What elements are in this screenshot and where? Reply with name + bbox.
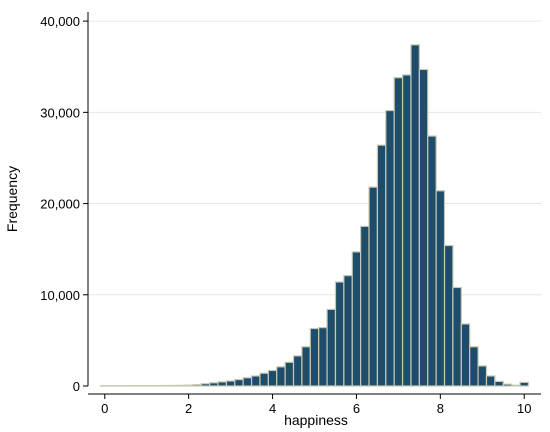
x-tick-label: 0: [101, 401, 108, 416]
histogram-bar: [502, 383, 513, 387]
histogram-bar: [217, 381, 228, 387]
histogram-bar: [183, 384, 194, 387]
histogram-bar: [477, 365, 488, 387]
histogram-bar: [242, 377, 253, 387]
histogram-bar: [410, 44, 420, 387]
histogram-bar: [485, 375, 496, 387]
x-tick-label: 10: [517, 401, 531, 416]
histogram-bar: [368, 186, 379, 387]
histogram-bar: [284, 361, 295, 387]
y-tick-label: 20,000: [40, 197, 80, 212]
histogram-bar: [276, 366, 286, 387]
histogram-bar: [326, 308, 337, 387]
histogram-bar: [318, 327, 328, 387]
x-tick-label: 8: [437, 401, 444, 416]
histogram-bar: [301, 346, 311, 387]
x-tick-label: 4: [269, 401, 276, 416]
histogram-bar: [192, 384, 202, 387]
y-tick-label: 0: [73, 379, 80, 394]
histogram-bar: [385, 109, 395, 387]
y-tick-label: 40,000: [40, 14, 80, 29]
histogram-bar: [401, 74, 412, 387]
histogram-bar: [360, 225, 370, 387]
histogram-bar: [334, 281, 345, 387]
histogram-bar: [209, 382, 219, 387]
histogram-bar: [494, 380, 504, 387]
histogram-bar: [234, 379, 244, 387]
x-tick-label: 2: [185, 401, 192, 416]
histogram-bar: [469, 346, 479, 387]
histogram-bar: [443, 244, 454, 387]
histogram-bar: [519, 381, 530, 387]
histogram-bar: [435, 190, 446, 387]
histogram-bar: [225, 380, 236, 387]
histogram-bar: [511, 384, 521, 387]
axes: 0 10,000 20,000 30,000 40,000 0 2 4 6 8 10: [40, 12, 541, 416]
y-axis-title: Frequency: [4, 166, 20, 232]
histogram-bar: [351, 251, 362, 387]
histogram-bar: [292, 355, 303, 387]
histogram-bar: [343, 275, 353, 387]
histogram-bar: [267, 369, 278, 387]
x-axis-title: happiness: [284, 412, 348, 428]
grid-lines: [88, 20, 541, 296]
histogram-bar: [200, 383, 211, 387]
histogram-bar: [418, 68, 429, 387]
histogram-bar: [452, 286, 462, 387]
histogram-bar: [376, 144, 387, 387]
histogram-bar: [259, 372, 269, 387]
x-tick-label: 6: [353, 401, 360, 416]
histogram-bar: [393, 77, 404, 387]
histogram-bar: [427, 135, 437, 387]
histogram-bar: [175, 384, 186, 387]
histogram-bar: [460, 323, 471, 387]
bars: [99, 44, 530, 387]
histogram-bar: [309, 327, 320, 387]
histogram-bar: [167, 384, 177, 387]
y-tick-label: 30,000: [40, 105, 80, 120]
histogram-bar: [250, 375, 261, 387]
y-tick-label: 10,000: [40, 288, 80, 303]
